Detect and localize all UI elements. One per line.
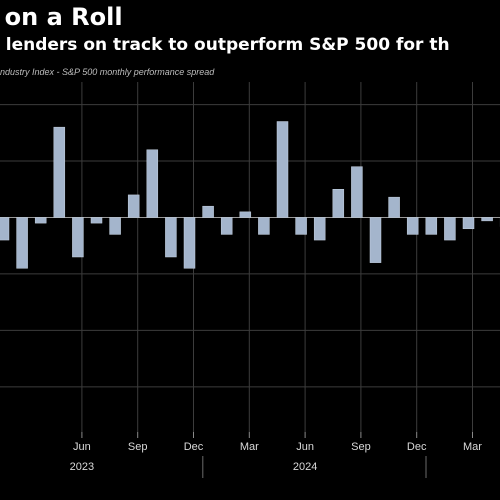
- bar: [72, 217, 84, 258]
- bar: [462, 217, 475, 230]
- chart-subtitle: l lenders on track to outperform S&P 500…: [0, 35, 450, 55]
- bar: [0, 217, 10, 241]
- bar: [425, 217, 438, 235]
- source-note: ndustry Index - S&P 500 monthly performa…: [0, 67, 215, 77]
- bar: [369, 217, 382, 263]
- bar: [258, 217, 270, 235]
- bar: [220, 217, 233, 235]
- bar: [444, 217, 456, 241]
- bar: [146, 149, 159, 218]
- year-label: 2023: [70, 461, 94, 473]
- x-axis: JunSepDecMarJunSepDecMarJun202320242025: [70, 432, 482, 478]
- chart-title: s on a Roll: [0, 3, 123, 31]
- bar: [239, 211, 252, 218]
- x-tick-label: Dec: [407, 441, 427, 453]
- bar: [481, 217, 493, 222]
- bar: [332, 189, 345, 218]
- x-tick-label: Jun: [73, 441, 91, 453]
- x-tick-label: Jun: [296, 441, 314, 453]
- bar: [406, 217, 419, 235]
- bar: [16, 217, 28, 269]
- bar: [53, 126, 66, 218]
- bar: [183, 217, 196, 269]
- x-tick-label: Sep: [351, 441, 371, 453]
- year-label: 2024: [293, 461, 317, 473]
- bar: [34, 217, 47, 224]
- x-tick-label: Dec: [184, 441, 204, 453]
- bar: [295, 217, 307, 235]
- x-tick-label: Mar: [240, 441, 259, 453]
- x-tick-label: Sep: [128, 441, 148, 453]
- bar: [202, 205, 214, 218]
- x-tick-label: Mar: [463, 441, 482, 453]
- bar: [165, 217, 177, 258]
- bar: [127, 194, 140, 218]
- bar: [109, 217, 121, 235]
- bar: [276, 121, 289, 218]
- bar: [351, 166, 363, 218]
- bar: [313, 217, 326, 241]
- bar: [388, 196, 400, 218]
- bar: [90, 217, 103, 224]
- bars: [0, 121, 500, 269]
